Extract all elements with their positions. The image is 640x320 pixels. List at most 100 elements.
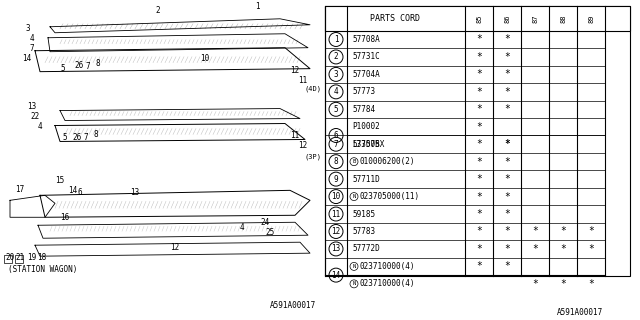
Polygon shape	[38, 222, 308, 238]
Text: 19: 19	[27, 253, 36, 262]
Text: 7: 7	[86, 62, 91, 71]
Text: 57711D: 57711D	[352, 175, 380, 184]
Polygon shape	[48, 34, 308, 52]
Text: 4: 4	[240, 223, 244, 232]
Text: *: *	[476, 87, 482, 97]
Bar	[325, 6, 630, 31]
Text: *: *	[504, 35, 510, 44]
Text: *: *	[504, 104, 510, 114]
Text: 15: 15	[55, 176, 64, 185]
Text: 7: 7	[84, 133, 88, 142]
Text: N: N	[353, 281, 356, 286]
Text: *: *	[504, 157, 510, 167]
Text: 26: 26	[74, 61, 83, 70]
Text: *: *	[476, 69, 482, 79]
Text: 57784: 57784	[352, 105, 375, 114]
Text: *: *	[532, 279, 538, 289]
Text: 24: 24	[260, 218, 269, 227]
Text: 3: 3	[333, 70, 339, 79]
Text: 5: 5	[333, 105, 339, 114]
Text: 7: 7	[333, 140, 339, 149]
Text: *: *	[504, 174, 510, 184]
Text: *: *	[476, 261, 482, 271]
Bar	[15, 255, 23, 263]
Bar	[82, 63, 88, 68]
Bar	[95, 61, 101, 66]
Text: B: B	[353, 159, 356, 164]
Text: 8: 8	[333, 157, 339, 166]
Text: 6: 6	[333, 131, 339, 140]
Text: 8: 8	[94, 131, 99, 140]
Bar	[4, 255, 12, 263]
Text: *: *	[504, 192, 510, 202]
Text: 57704A: 57704A	[352, 70, 380, 79]
Text: *: *	[504, 244, 510, 254]
Text: 11: 11	[298, 76, 307, 84]
Text: 22: 22	[30, 112, 39, 121]
Text: *: *	[532, 244, 538, 254]
Bar	[90, 57, 96, 62]
Text: *: *	[560, 227, 566, 236]
Text: *: *	[476, 209, 482, 219]
Text: 87: 87	[532, 14, 538, 22]
Text: *: *	[476, 139, 482, 149]
Text: 1: 1	[333, 35, 339, 44]
Text: N: N	[353, 264, 356, 269]
Text: 57731C: 57731C	[352, 52, 380, 61]
Text: L33505X: L33505X	[352, 140, 385, 149]
Text: 1: 1	[255, 2, 260, 11]
Text: *: *	[504, 69, 510, 79]
Text: 85: 85	[476, 14, 482, 22]
Text: 18: 18	[37, 253, 46, 262]
Text: 26: 26	[72, 133, 81, 142]
Text: *: *	[504, 227, 510, 236]
Text: 57707B: 57707B	[352, 140, 380, 149]
Text: 57773: 57773	[352, 87, 375, 96]
Polygon shape	[60, 108, 300, 121]
Text: PARTS CORD: PARTS CORD	[370, 14, 420, 23]
Polygon shape	[55, 124, 305, 141]
Bar	[86, 133, 92, 139]
Text: 11: 11	[290, 132, 300, 140]
Text: 4: 4	[30, 34, 35, 43]
Text: 57772D: 57772D	[352, 244, 380, 253]
Text: *: *	[504, 139, 510, 149]
Polygon shape	[35, 48, 310, 72]
Bar	[80, 129, 86, 133]
Text: *: *	[476, 122, 482, 132]
Text: *: *	[504, 139, 510, 149]
Polygon shape	[50, 19, 310, 33]
Text: (3P): (3P)	[305, 153, 322, 160]
Text: 023710000(4): 023710000(4)	[360, 279, 415, 288]
Text: 16: 16	[60, 213, 69, 222]
Text: *: *	[504, 87, 510, 97]
Text: 89: 89	[588, 14, 594, 22]
Text: *: *	[476, 227, 482, 236]
Text: P10002: P10002	[352, 122, 380, 131]
Bar	[325, 6, 630, 276]
Text: 13: 13	[332, 244, 340, 253]
Text: *: *	[504, 52, 510, 62]
Text: A591A00017: A591A00017	[557, 308, 603, 316]
Text: 11: 11	[332, 210, 340, 219]
Text: 57708A: 57708A	[352, 35, 380, 44]
Text: *: *	[476, 157, 482, 167]
Text: 5: 5	[60, 64, 65, 73]
Text: 14: 14	[332, 271, 340, 280]
Text: 6: 6	[78, 188, 83, 197]
Bar	[73, 135, 79, 140]
Text: 2: 2	[333, 52, 339, 61]
Text: 023710000(4): 023710000(4)	[360, 262, 415, 271]
Text: 20: 20	[5, 253, 14, 262]
Bar	[78, 59, 84, 64]
Bar	[68, 131, 74, 135]
Text: 57783: 57783	[352, 227, 375, 236]
Text: 88: 88	[560, 14, 566, 22]
Text: *: *	[476, 52, 482, 62]
Text: 86: 86	[504, 14, 510, 22]
Text: (STATION WAGON): (STATION WAGON)	[8, 265, 77, 274]
Text: 3: 3	[25, 24, 29, 33]
Text: 17: 17	[15, 185, 24, 194]
Text: *: *	[476, 192, 482, 202]
Text: 13: 13	[130, 188, 140, 197]
